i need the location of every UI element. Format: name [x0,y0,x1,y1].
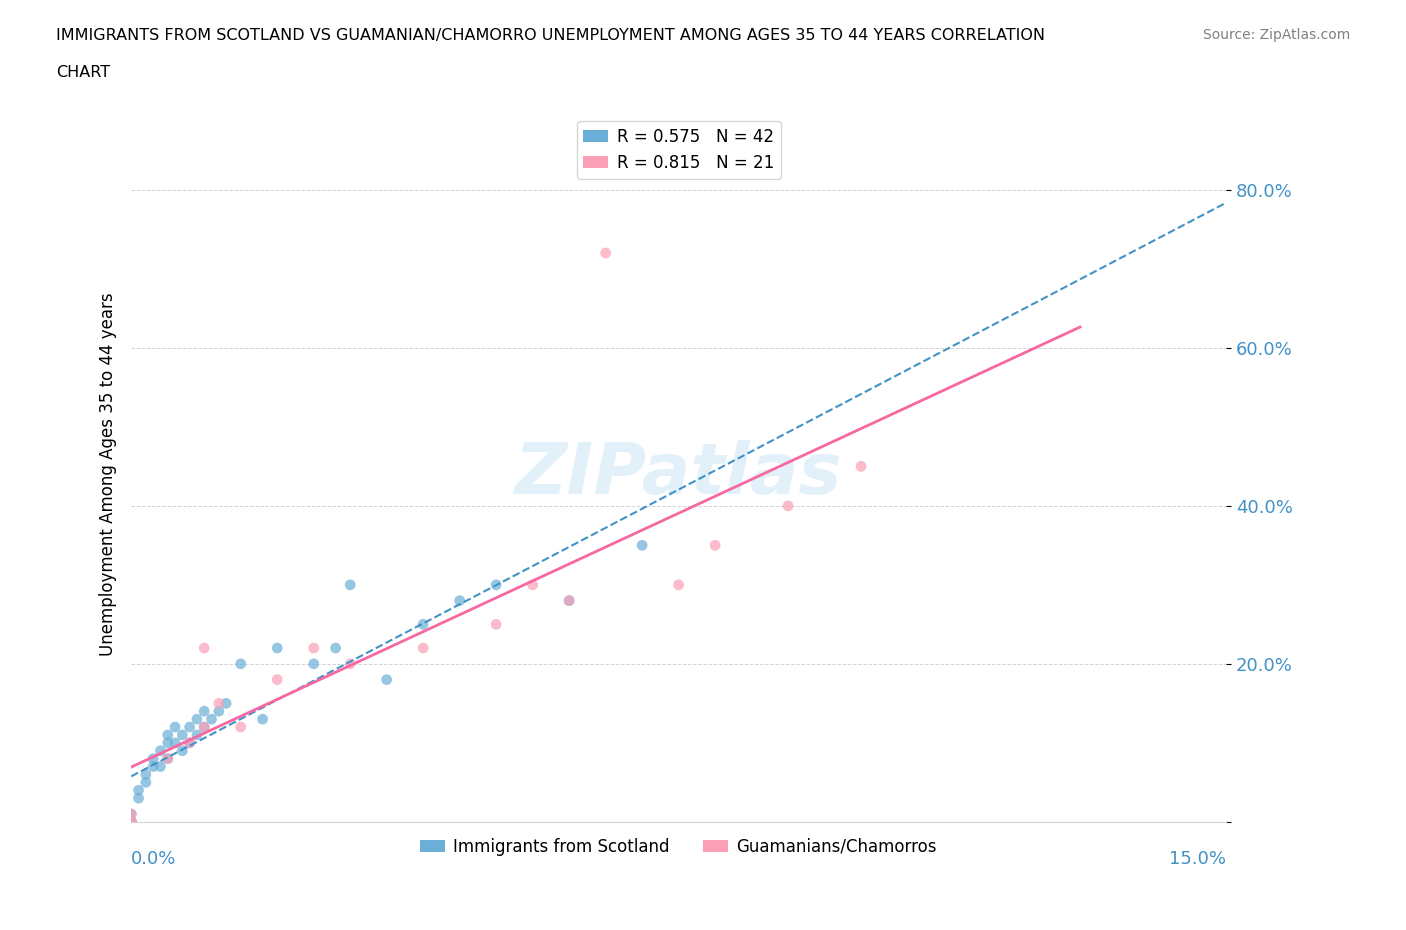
Point [558,593,581,608]
Point [849,458,872,473]
Point [179,720,201,735]
Point [186,727,208,742]
Point [149,743,172,758]
Point [193,704,215,719]
Point [522,578,544,592]
Point [266,641,288,656]
Point [135,775,157,790]
Point [325,641,347,656]
Point [179,736,201,751]
Point [266,672,288,687]
Point [128,783,150,798]
Point [193,720,215,735]
Point [156,727,179,742]
Point [179,736,201,751]
Point [200,711,222,726]
Point [558,593,581,608]
Point [135,767,157,782]
Point [163,736,186,751]
Point [172,743,194,758]
Point [208,704,231,719]
Point [186,711,208,726]
Point [485,617,508,631]
Point [595,246,617,260]
Point [142,759,165,774]
Point [149,759,172,774]
Point [302,641,325,656]
Point [142,751,165,766]
Point [193,641,215,656]
Point [252,711,274,726]
Point [120,806,142,821]
Point [208,696,231,711]
Point [778,498,800,513]
Point [156,751,179,766]
Point [120,815,142,830]
Point [339,578,361,592]
Y-axis label: Unemployment Among Ages 35 to 44 years: Unemployment Among Ages 35 to 44 years [100,292,117,656]
Point [449,593,471,608]
Point [156,751,179,766]
Point [172,727,194,742]
Point [120,815,142,830]
Point [668,578,690,592]
Text: CHART: CHART [56,65,110,80]
Point [156,736,179,751]
Text: 15.0%: 15.0% [1168,850,1226,868]
Point [229,657,252,671]
Point [120,815,142,830]
Legend: Immigrants from Scotland, Guamanians/Chamorros: Immigrants from Scotland, Guamanians/Cha… [413,830,943,862]
Point [704,538,727,552]
Point [193,720,215,735]
Point [485,578,508,592]
Point [412,641,434,656]
Text: IMMIGRANTS FROM SCOTLAND VS GUAMANIAN/CHAMORRO UNEMPLOYMENT AMONG AGES 35 TO 44 : IMMIGRANTS FROM SCOTLAND VS GUAMANIAN/CH… [56,28,1045,43]
Point [375,672,398,687]
Point [163,720,186,735]
Point [412,617,434,631]
Point [120,815,142,830]
Point [120,806,142,821]
Point [229,720,252,735]
Text: ZIPatlas: ZIPatlas [515,440,842,509]
Point [120,815,142,830]
Point [339,657,361,671]
Point [120,815,142,830]
Point [128,790,150,805]
Point [302,657,325,671]
Text: Source: ZipAtlas.com: Source: ZipAtlas.com [1202,28,1350,42]
Text: 0.0%: 0.0% [131,850,177,868]
Point [631,538,654,552]
Point [215,696,238,711]
Point [120,815,142,830]
